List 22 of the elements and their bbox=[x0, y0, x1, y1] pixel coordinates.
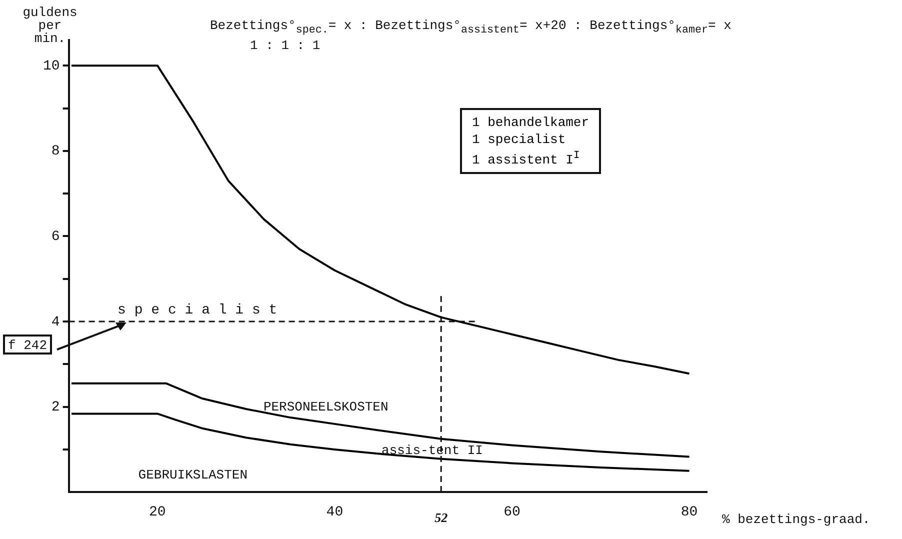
y-tick-label: 2 bbox=[51, 400, 60, 416]
y-tick-label: 6 bbox=[51, 228, 60, 245]
x-tick-label: 80 bbox=[680, 504, 698, 520]
x-tick-label: 60 bbox=[504, 504, 520, 520]
annotation: PERSONEELSKOSTEN bbox=[263, 399, 388, 414]
x-axis-title: % bezettings-graad. bbox=[722, 512, 872, 527]
annotation: GEBRUIKSLASTEN bbox=[138, 468, 248, 483]
annotation: 1 specialist bbox=[472, 132, 566, 147]
chart-subtitle: 1 : 1 : 1 bbox=[250, 38, 320, 53]
y-tick-label: 10 bbox=[42, 58, 60, 74]
x-tick-label: 20 bbox=[149, 504, 166, 520]
annotation: assis-tent II bbox=[382, 442, 483, 458]
annotation: 1 behandelkamer bbox=[472, 115, 590, 130]
annotation: f 242 bbox=[8, 338, 48, 353]
y-tick-label: 4 bbox=[51, 314, 60, 330]
ref-line-label: s p e c i a l i s t bbox=[118, 302, 278, 319]
ref-line-label: 52 bbox=[434, 510, 448, 526]
y-tick-label: 8 bbox=[51, 144, 60, 160]
x-tick-label: 40 bbox=[326, 504, 344, 520]
chart-title: Bezettings°$_{spec.}$= x : Bezettings°$_{assistent}$= x+20 : Bezettings°$_{kamer}$= x bbox=[210, 18, 732, 37]
annotation: 1 assistent I$^{I}$ bbox=[472, 150, 580, 168]
y-axis-title: guldens per min. bbox=[22, 5, 78, 46]
